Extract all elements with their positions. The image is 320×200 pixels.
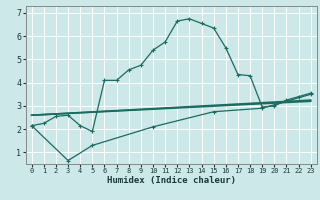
X-axis label: Humidex (Indice chaleur): Humidex (Indice chaleur) <box>107 176 236 185</box>
